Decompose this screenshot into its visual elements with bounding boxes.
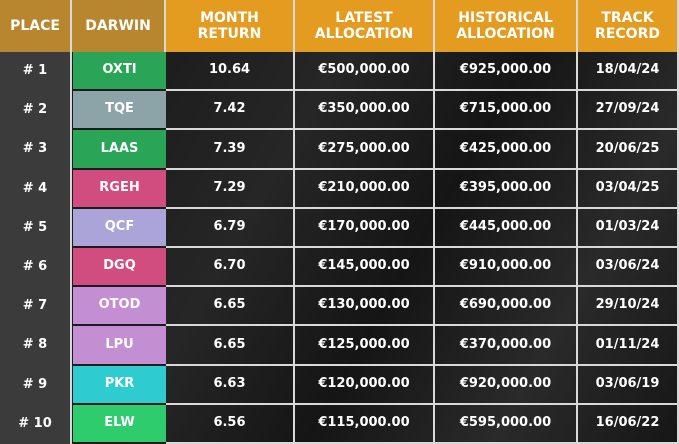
column-header: TRACK RECORD bbox=[578, 0, 679, 52]
historical-allocation: €910,000.00 bbox=[435, 248, 578, 288]
track-record: 20/06/25 bbox=[578, 130, 679, 170]
historical-allocation: €920,000.00 bbox=[435, 365, 578, 405]
place: # 9 bbox=[0, 365, 72, 405]
latest-allocation: €120,000.00 bbox=[295, 365, 435, 405]
place: # 1 bbox=[0, 52, 72, 92]
month-return: 6.65 bbox=[166, 326, 295, 366]
darwin: LPU bbox=[72, 326, 166, 366]
latest-allocation: €275,000.00 bbox=[295, 130, 435, 170]
darwin: OXTI bbox=[72, 52, 166, 92]
month-return: 6.56 bbox=[166, 404, 295, 444]
historical-allocation: €690,000.00 bbox=[435, 287, 578, 327]
historical-allocation: €715,000.00 bbox=[435, 91, 578, 131]
place: # 4 bbox=[0, 169, 72, 209]
column-header: LATEST ALLOCATION bbox=[295, 0, 435, 52]
place: # 8 bbox=[0, 326, 72, 366]
darwin: ELW bbox=[72, 404, 166, 444]
track-record: 01/11/24 bbox=[578, 326, 679, 366]
track-record: 03/06/24 bbox=[578, 248, 679, 288]
month-return: 7.29 bbox=[166, 169, 295, 209]
latest-allocation: €170,000.00 bbox=[295, 208, 435, 248]
historical-allocation: €395,000.00 bbox=[435, 169, 578, 209]
track-record: 01/03/24 bbox=[578, 208, 679, 248]
historical-allocation: €445,000.00 bbox=[435, 208, 578, 248]
darwin: PKR bbox=[72, 365, 166, 405]
darwin: LAAS bbox=[72, 130, 166, 170]
darwin: DGQ bbox=[72, 248, 166, 288]
place: # 10 bbox=[0, 404, 72, 444]
month-return: 7.39 bbox=[166, 130, 295, 170]
month-return: 10.64 bbox=[166, 52, 295, 92]
track-record: 18/04/24 bbox=[578, 52, 679, 92]
latest-allocation: €210,000.00 bbox=[295, 169, 435, 209]
column-header: DARWIN bbox=[72, 0, 166, 52]
track-record: 03/06/19 bbox=[578, 365, 679, 405]
place: # 2 bbox=[0, 91, 72, 131]
darwin: TQE bbox=[72, 91, 166, 131]
darwin: OTOD bbox=[72, 287, 166, 327]
place: # 5 bbox=[0, 208, 72, 248]
historical-allocation: €595,000.00 bbox=[435, 404, 578, 444]
month-return: 6.79 bbox=[166, 208, 295, 248]
latest-allocation: €115,000.00 bbox=[295, 404, 435, 444]
historical-allocation: €370,000.00 bbox=[435, 326, 578, 366]
column-header: HISTORICAL ALLOCATION bbox=[435, 0, 578, 52]
track-record: 29/10/24 bbox=[578, 287, 679, 327]
place: # 3 bbox=[0, 130, 72, 170]
latest-allocation: €125,000.00 bbox=[295, 326, 435, 366]
track-record: 27/09/24 bbox=[578, 91, 679, 131]
historical-allocation: €425,000.00 bbox=[435, 130, 578, 170]
month-return: 6.65 bbox=[166, 287, 295, 327]
place: # 7 bbox=[0, 287, 72, 327]
month-return: 7.42 bbox=[166, 91, 295, 131]
latest-allocation: €500,000.00 bbox=[295, 52, 435, 92]
month-return: 6.70 bbox=[166, 248, 295, 288]
column-header: MONTH RETURN bbox=[166, 0, 295, 52]
latest-allocation: €145,000.00 bbox=[295, 248, 435, 288]
column-header: PLACE bbox=[0, 0, 72, 52]
latest-allocation: €130,000.00 bbox=[295, 287, 435, 327]
track-record: 03/04/25 bbox=[578, 169, 679, 209]
darwin: QCF bbox=[72, 208, 166, 248]
latest-allocation: €350,000.00 bbox=[295, 91, 435, 131]
place: # 6 bbox=[0, 248, 72, 288]
month-return: 6.63 bbox=[166, 365, 295, 405]
darwin: RGEH bbox=[72, 169, 166, 209]
historical-allocation: €925,000.00 bbox=[435, 52, 578, 92]
track-record: 16/06/22 bbox=[578, 404, 679, 444]
